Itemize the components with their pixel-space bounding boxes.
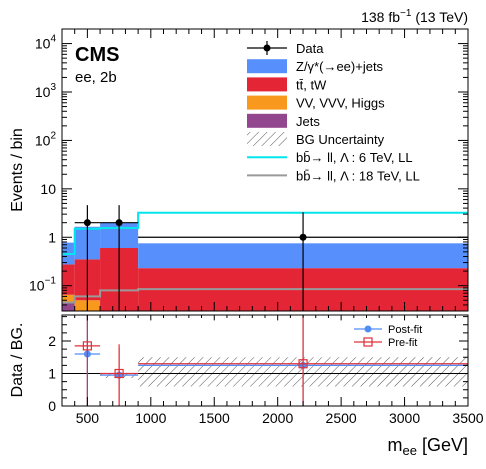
stack-bar-0-bin-0 (62, 302, 75, 311)
ratio-1-point-2 (298, 359, 308, 369)
y-tick-label-main-2: 10 (40, 181, 56, 197)
y-tick-exp-3: 2 (50, 130, 56, 141)
y-tick-label-main-0: 10−1 (29, 276, 56, 294)
legend-label-7: bb̄→ ll, Λ : 18 TeV, LL (296, 168, 420, 183)
x-tick-label-5: 3000 (389, 410, 420, 426)
legend: Data Z/γ*(→ee)+jets tt̄, tW VV, VVV, Higgs J… (247, 41, 420, 183)
ratio-legend-marker-1 (363, 337, 373, 347)
legend-label-5: BG Uncertainty (296, 132, 385, 147)
legend-label-4: Jets (296, 114, 320, 129)
lumi-label: 138 fb−1 (13 TeV) (361, 8, 468, 25)
x-axis-title: mee [GeV] (388, 435, 469, 458)
y-tick-exp-4: 3 (50, 82, 56, 93)
x-tick-label-6: 3500 (452, 410, 483, 426)
y-tick-base-3: 10 (35, 132, 51, 148)
data-point-1 (115, 219, 123, 227)
channel-label: ee, 2b (75, 69, 117, 86)
ratio-legend-label-1: Pre-fit (388, 337, 417, 349)
main-panel (62, 205, 468, 311)
y-tick-label-ratio-1: 1 (48, 366, 56, 382)
y-axis-title-ratio: Data / BG. (9, 323, 26, 398)
stack-bar-2-bin-0 (62, 264, 75, 295)
legend-label-6: bb̄→ ll, Λ : 6 TeV, LL (296, 150, 413, 165)
ratio-1-point-0 (82, 341, 92, 351)
y-tick-base-5: 10 (35, 36, 51, 52)
ratio-1-point-1 (114, 368, 124, 379)
legend-data-marker (263, 44, 271, 52)
ratio-legend-label-0: Post-fit (388, 324, 422, 336)
legend-label-2: tt̄, tW (296, 77, 327, 92)
data-point-2 (299, 233, 307, 241)
x-tick-label-3: 2000 (262, 410, 293, 426)
y-tick-base-4: 10 (35, 84, 51, 100)
y-axis-title-main: Events / bin (9, 128, 26, 212)
y-tick-label-ratio-0: 0 (48, 398, 56, 414)
y-tick-label-main-4: 103 (35, 82, 57, 100)
axes: 500 1000 1500 2000 2500 3000 350010−1110102103… (29, 28, 484, 426)
y-tick-base-0: 10 (29, 278, 45, 294)
legend-swatch-3 (247, 95, 287, 110)
legend-swatch-2 (247, 77, 287, 92)
legend-label-3: VV, VVV, Higgs (296, 96, 385, 111)
legend-label-0: Data (296, 41, 324, 56)
stack-bar-1-bin-0 (62, 294, 75, 303)
x-tick-label-2: 1500 (199, 410, 230, 426)
ratio-legend-marker-0 (364, 325, 372, 333)
x-tick-label-0: 500 (76, 410, 100, 426)
y-tick-exp-5: 4 (50, 34, 56, 45)
data-point-0 (83, 219, 91, 227)
signal-line-1 (62, 288, 468, 304)
y-tick-label-main-1: 1 (48, 229, 56, 245)
legend-swatch-1 (247, 59, 287, 74)
y-tick-label-ratio-2: 2 (48, 333, 56, 349)
y-tick-label-main-5: 104 (35, 34, 57, 52)
legend-swatch-4 (247, 113, 287, 128)
cms-logo-text: CMS (75, 44, 119, 66)
legend-swatch-hatch (247, 132, 287, 146)
x-tick-label-4: 2500 (326, 410, 357, 426)
y-tick-exp-0: −1 (45, 276, 57, 287)
x-tick-label-1: 1000 (135, 410, 166, 426)
signal-line-0 (62, 211, 468, 256)
legend-label-1: Z/γ*(→ee)+jets (296, 59, 384, 74)
y-tick-label-main-3: 102 (35, 130, 57, 148)
ratio-panel (62, 315, 468, 406)
